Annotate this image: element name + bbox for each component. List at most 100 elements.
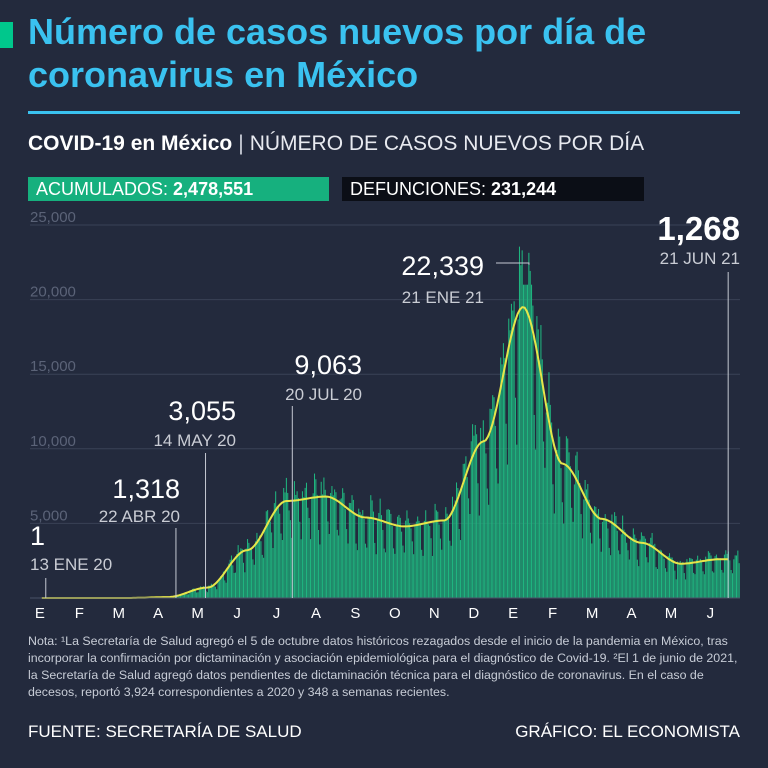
daily-bar — [650, 537, 652, 598]
daily-bar — [247, 539, 249, 598]
daily-bar — [635, 538, 637, 598]
annotation-value: 1,268 — [657, 210, 740, 247]
daily-bar — [470, 441, 472, 598]
daily-bar — [316, 494, 318, 598]
daily-bar — [725, 550, 727, 598]
daily-bar — [311, 498, 313, 598]
subtitle-rest: NÚMERO DE CASOS NUEVOS POR DÍA — [249, 132, 645, 155]
daily-bar — [429, 525, 431, 598]
daily-bar — [679, 560, 681, 598]
daily-bar — [185, 592, 187, 598]
daily-bar — [710, 555, 712, 598]
daily-bar — [656, 568, 658, 598]
annotation-date: 20 JUL 20 — [285, 385, 362, 404]
daily-bar — [281, 540, 283, 598]
daily-bar — [683, 573, 685, 598]
acumulados-label: ACUMULADOS: — [36, 179, 169, 199]
daily-bar — [677, 561, 679, 598]
daily-bar — [435, 510, 437, 598]
daily-bar — [674, 570, 676, 598]
daily-bar — [584, 479, 586, 598]
y-tick-label: 20,000 — [30, 284, 76, 301]
daily-bar — [729, 560, 731, 598]
daily-bar — [289, 520, 291, 598]
y-tick-label: 25,000 — [30, 209, 76, 226]
daily-bar — [575, 455, 577, 598]
daily-bar — [472, 424, 474, 598]
daily-bar — [248, 542, 250, 598]
daily-bar — [414, 524, 416, 598]
daily-bar — [394, 553, 396, 598]
daily-bar — [502, 343, 504, 598]
daily-bar — [216, 589, 218, 598]
daily-bar — [407, 518, 409, 598]
annotation-value: 1 — [30, 521, 45, 551]
daily-bar — [539, 360, 541, 598]
daily-bar — [541, 359, 543, 598]
daily-bar — [271, 532, 273, 598]
daily-bar — [301, 491, 303, 598]
daily-bar — [713, 572, 715, 598]
daily-bar — [612, 524, 614, 598]
daily-bar — [497, 483, 499, 598]
daily-bar — [260, 541, 262, 598]
daily-bar — [731, 573, 733, 598]
daily-bar — [581, 538, 583, 598]
daily-bar — [622, 515, 624, 598]
daily-bar — [630, 536, 632, 598]
daily-bar — [442, 521, 444, 598]
daily-bar — [391, 526, 393, 598]
daily-bar — [714, 556, 716, 598]
daily-bar — [607, 528, 609, 598]
daily-bar — [343, 492, 345, 598]
graphic-credit: GRÁFICO: EL ECONOMISTA — [515, 722, 740, 741]
daily-bar — [285, 477, 287, 598]
daily-bar — [363, 519, 365, 598]
page-title: Número de casos nuevos por día de corona… — [28, 11, 647, 95]
daily-bar — [569, 466, 571, 598]
daily-bar — [386, 509, 388, 598]
daily-bar — [599, 538, 601, 598]
daily-bar — [402, 545, 404, 598]
daily-bar — [726, 553, 728, 598]
daily-bar — [628, 559, 630, 598]
daily-bar — [501, 364, 503, 598]
annotation-value: 22,339 — [401, 251, 484, 281]
daily-bar — [366, 547, 368, 598]
daily-bar — [623, 529, 625, 598]
daily-bar — [583, 499, 585, 598]
daily-bar — [230, 555, 232, 598]
daily-bar — [564, 466, 566, 598]
daily-bar — [694, 574, 696, 598]
daily-bar — [293, 481, 295, 598]
daily-bar — [237, 545, 239, 598]
daily-bar — [177, 596, 179, 598]
daily-bar — [588, 499, 590, 598]
daily-bar — [418, 520, 420, 598]
daily-bar — [421, 549, 423, 598]
daily-bar — [454, 500, 456, 598]
daily-bar — [419, 524, 421, 598]
daily-bar — [405, 520, 407, 598]
defunciones-value: 231,244 — [491, 179, 557, 199]
x-tick-label: F — [548, 605, 557, 622]
daily-bar — [372, 511, 374, 598]
daily-bar — [651, 532, 653, 598]
daily-bar — [602, 521, 604, 598]
daily-bar — [232, 565, 234, 598]
daily-bar — [544, 467, 546, 598]
daily-bar — [269, 521, 271, 598]
daily-bar — [280, 533, 282, 598]
daily-bar — [600, 551, 602, 598]
daily-bar — [368, 517, 370, 598]
daily-bar — [439, 538, 441, 598]
daily-bar — [462, 463, 464, 598]
daily-bar — [202, 586, 204, 598]
daily-bar — [689, 557, 691, 598]
daily-bar — [456, 482, 458, 598]
daily-bar — [273, 503, 275, 598]
daily-bar — [243, 562, 245, 598]
daily-bar — [516, 444, 518, 598]
daily-bar — [616, 530, 618, 598]
daily-bar — [458, 529, 460, 598]
